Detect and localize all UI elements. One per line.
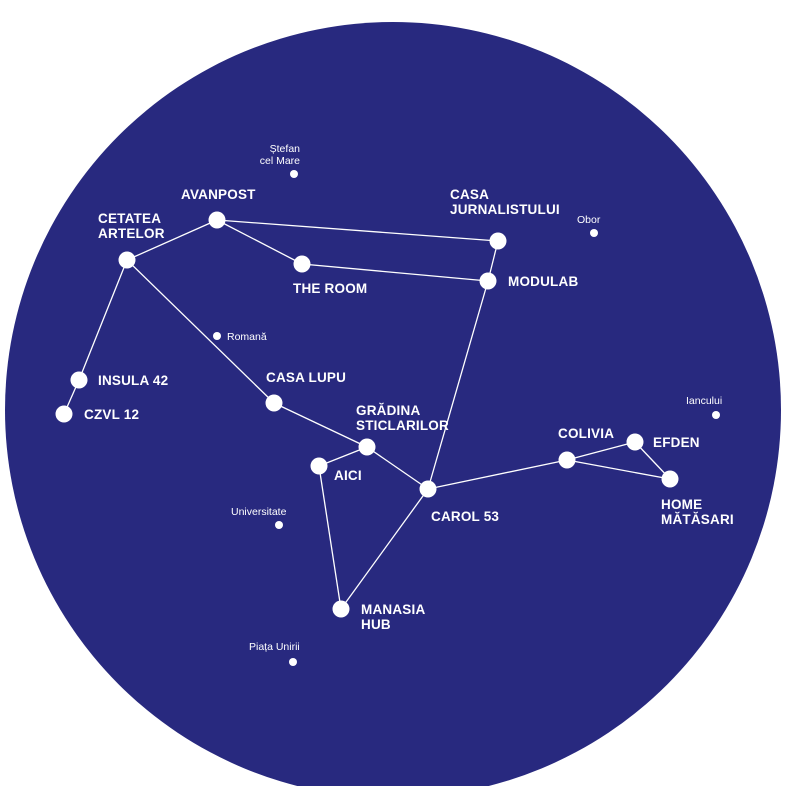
venue-label: EFDEN bbox=[653, 435, 700, 450]
venue-label: COLIVIA bbox=[558, 426, 614, 441]
venue-star bbox=[626, 433, 644, 451]
venue-star bbox=[419, 480, 437, 498]
venue-label: CAROL 53 bbox=[431, 509, 499, 524]
venue-colivia[interactable]: COLIVIA bbox=[558, 426, 614, 469]
station-label: Romană bbox=[227, 331, 267, 343]
venue-the-room[interactable]: THE ROOM bbox=[293, 255, 367, 297]
venue-label: MANASIA bbox=[361, 602, 425, 617]
station-romana[interactable]: Romană bbox=[213, 331, 267, 343]
link-carol-53-colivia bbox=[427, 459, 568, 490]
venue-star bbox=[558, 451, 576, 469]
station-label: Iancului bbox=[686, 395, 722, 407]
venue-star bbox=[489, 232, 507, 250]
venue-avanpost[interactable]: AVANPOST bbox=[181, 187, 256, 229]
station-universitate[interactable]: Universitate bbox=[231, 506, 287, 529]
venue-star bbox=[310, 457, 328, 475]
venue-label: HUB bbox=[361, 617, 391, 632]
link-cetatea-artelor-casa-lupu bbox=[126, 259, 275, 404]
venue-star bbox=[332, 600, 350, 618]
venue-label: INSULA 42 bbox=[98, 373, 168, 388]
venue-label: MĂTĂSARI bbox=[661, 512, 734, 527]
venue-star bbox=[293, 255, 311, 273]
station-label: Obor bbox=[577, 214, 601, 226]
venue-label: ARTELOR bbox=[98, 226, 165, 241]
link-manasia-hub-carol-53 bbox=[340, 488, 429, 610]
venue-modulab[interactable]: MODULAB bbox=[479, 272, 579, 290]
station-label: Piața Unirii bbox=[249, 641, 300, 653]
station-dot bbox=[590, 229, 598, 237]
station-obor[interactable]: Obor bbox=[577, 214, 601, 237]
link-modulab-carol-53 bbox=[427, 280, 489, 490]
station-dot bbox=[290, 170, 298, 178]
link-avanpost-casa-jurnalistului bbox=[216, 219, 499, 242]
link-the-room-modulab bbox=[301, 263, 489, 282]
venue-label: THE ROOM bbox=[293, 281, 367, 296]
venue-aici[interactable]: AICI bbox=[310, 457, 362, 484]
station-dot bbox=[213, 332, 221, 340]
venue-star bbox=[358, 438, 376, 456]
venue-label: CASA bbox=[450, 187, 489, 202]
station-dot bbox=[712, 411, 720, 419]
link-colivia-home-matasari bbox=[566, 459, 671, 480]
venue-label: CETATEA bbox=[98, 211, 161, 226]
link-cetatea-artelor-avanpost bbox=[126, 219, 218, 261]
venue-efden[interactable]: EFDEN bbox=[626, 433, 700, 451]
link-gradina-sticlarilor-carol-53 bbox=[366, 446, 429, 490]
venue-label: GRĂDINA bbox=[356, 403, 420, 418]
venue-star bbox=[661, 470, 679, 488]
venue-star bbox=[55, 405, 73, 423]
station-label: Universitate bbox=[231, 506, 287, 518]
station-label: cel Mare bbox=[260, 155, 300, 167]
venue-star bbox=[70, 371, 88, 389]
link-avanpost-the-room bbox=[216, 219, 303, 265]
venue-label: MODULAB bbox=[508, 274, 578, 289]
venue-insula-42[interactable]: INSULA 42 bbox=[70, 371, 169, 389]
venue-star bbox=[208, 211, 226, 229]
venue-czvl-12[interactable]: CZVL 12 bbox=[55, 405, 140, 423]
sky-disc bbox=[5, 22, 781, 786]
station-dot bbox=[289, 658, 297, 666]
venue-label: AICI bbox=[334, 468, 362, 483]
link-cetatea-artelor-insula-42 bbox=[78, 259, 128, 381]
station-label: Ștefan bbox=[270, 143, 301, 155]
venue-label: AVANPOST bbox=[181, 187, 256, 202]
connection-lines bbox=[63, 219, 671, 610]
venue-carol-53[interactable]: CAROL 53 bbox=[419, 480, 500, 525]
link-colivia-efden bbox=[566, 441, 636, 461]
link-gradina-sticlarilor-aici bbox=[318, 446, 368, 467]
link-aici-manasia-hub bbox=[318, 465, 342, 610]
station-piata-unirii[interactable]: Piața Unirii bbox=[249, 641, 300, 666]
venue-casa-lupu[interactable]: CASA LUPU bbox=[265, 370, 347, 412]
venue-label: STICLARILOR bbox=[356, 418, 449, 433]
station-iancului[interactable]: Iancului bbox=[686, 395, 722, 419]
venue-label: HOME bbox=[661, 497, 702, 512]
venue-star bbox=[265, 394, 283, 412]
venue-label: CASA LUPU bbox=[266, 370, 346, 385]
venue-label: JURNALISTULUI bbox=[450, 202, 560, 217]
link-casa-lupu-gradina-sticlarilor bbox=[273, 402, 368, 448]
venue-star bbox=[479, 272, 497, 290]
venue-label: CZVL 12 bbox=[84, 407, 139, 422]
station-dot bbox=[275, 521, 283, 529]
venue-star bbox=[118, 251, 136, 269]
